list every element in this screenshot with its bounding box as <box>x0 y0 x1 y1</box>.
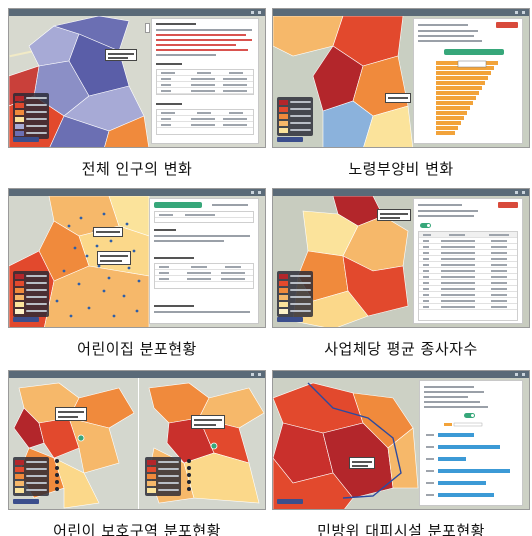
zone-marker[interactable] <box>210 442 218 450</box>
window-titlebar <box>273 371 529 378</box>
boundary-line <box>307 382 402 499</box>
bottom-button[interactable] <box>13 317 39 322</box>
region <box>104 115 150 147</box>
choropleth-map <box>273 382 419 509</box>
info-panel <box>419 380 523 506</box>
map-callout <box>97 251 131 265</box>
tab-active[interactable] <box>154 202 202 208</box>
map-legend <box>13 93 49 139</box>
figure-caption: 사업체당 평균 종사자수 <box>324 340 478 358</box>
form-table <box>154 211 254 223</box>
data-table <box>156 109 254 135</box>
info-panel <box>413 18 523 144</box>
figure-caption: 어린이 보호구역 분포현황 <box>53 522 221 536</box>
info-panel <box>413 198 523 324</box>
info-panel <box>151 18 259 144</box>
region <box>183 452 260 504</box>
region <box>53 457 100 509</box>
map-callout <box>93 227 123 237</box>
map-callout <box>385 93 411 103</box>
map-callout <box>349 457 375 469</box>
legend-dot-column <box>55 459 59 494</box>
region <box>273 16 344 57</box>
region <box>49 115 110 147</box>
dots-menu-icon[interactable] <box>251 373 261 376</box>
dots-menu-icon[interactable] <box>251 191 261 194</box>
window-titlebar <box>9 9 265 16</box>
map-callout <box>191 415 225 429</box>
figure-caption: 전체 인구의 변화 <box>81 160 193 178</box>
map-legend <box>13 457 49 496</box>
window-titlebar <box>273 9 529 16</box>
map-callout <box>55 407 87 421</box>
region <box>13 407 45 449</box>
split-divider <box>138 378 139 509</box>
screenshot-business-employees <box>272 188 530 328</box>
zone-marker[interactable] <box>77 434 85 442</box>
screenshot-civil-defense-shelter <box>272 370 530 510</box>
figure-caption: 민방위 대피시설 분포현황 <box>317 522 485 536</box>
legend-dot-column <box>187 459 191 494</box>
screenshot-elderly-dependency <box>272 8 530 148</box>
bar-chart <box>426 422 510 497</box>
close-button[interactable] <box>498 202 518 208</box>
data-table <box>154 263 254 289</box>
screenshot-total-population <box>8 8 266 148</box>
window-titlebar <box>273 189 529 196</box>
data-table <box>156 69 254 95</box>
dots-menu-icon[interactable] <box>515 11 525 14</box>
bottom-button[interactable] <box>277 499 303 504</box>
data-table <box>418 231 518 321</box>
bottom-button[interactable] <box>13 137 39 142</box>
map-legend <box>13 271 49 317</box>
map-legend <box>145 457 181 496</box>
bar-chart <box>436 60 498 135</box>
dots-menu-icon[interactable] <box>251 11 261 14</box>
choropleth-map <box>273 16 414 147</box>
region <box>387 427 419 489</box>
screenshot-child-protection-zone <box>8 370 266 510</box>
window-titlebar <box>9 189 265 196</box>
toggle-switch[interactable] <box>464 413 475 418</box>
toggle-switch[interactable] <box>420 223 431 228</box>
close-button[interactable] <box>496 22 518 28</box>
map-legend <box>277 97 313 136</box>
region <box>68 417 120 474</box>
bottom-button[interactable] <box>277 137 303 142</box>
region <box>52 16 130 52</box>
analyze-button[interactable] <box>444 49 504 55</box>
figure-caption: 노령부양비 변화 <box>348 160 454 178</box>
zoom-control-icon[interactable] <box>145 23 150 33</box>
bottom-button[interactable] <box>277 317 303 322</box>
dots-menu-icon[interactable] <box>515 373 525 376</box>
figure-caption: 어린이집 분포현황 <box>77 340 197 358</box>
map-legend <box>277 271 313 317</box>
region <box>363 105 414 147</box>
choropleth-map <box>9 196 150 327</box>
map-callout <box>105 49 137 61</box>
bottom-button[interactable] <box>13 499 39 504</box>
screenshot-daycare-distribution <box>8 188 266 328</box>
window-titlebar <box>9 371 265 378</box>
dots-menu-icon[interactable] <box>515 191 525 194</box>
map-callout <box>377 209 411 221</box>
info-panel <box>149 198 259 324</box>
